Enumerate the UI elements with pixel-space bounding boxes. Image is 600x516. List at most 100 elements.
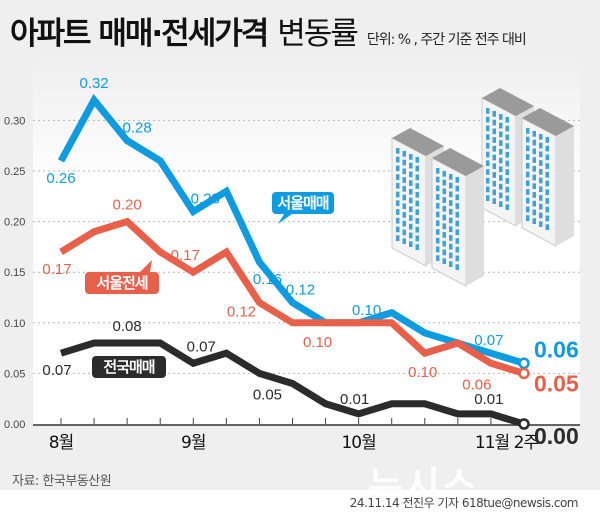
building-window — [526, 215, 530, 221]
building-window — [442, 249, 446, 256]
building-window — [449, 174, 453, 180]
building-window — [492, 180, 496, 187]
building-window — [455, 211, 459, 218]
building-window — [499, 148, 503, 155]
building-window — [499, 140, 503, 146]
building-window — [415, 174, 419, 181]
building-window — [532, 174, 536, 181]
building-window — [455, 177, 459, 183]
building-side — [556, 126, 574, 246]
building-window — [396, 191, 400, 198]
building-window — [499, 114, 503, 120]
building-window — [402, 185, 406, 192]
endpoint-marker — [518, 367, 530, 380]
building-window — [486, 169, 490, 175]
building-window — [396, 209, 400, 215]
building-window — [539, 186, 543, 193]
building-window — [409, 197, 413, 204]
building-window — [415, 226, 419, 233]
building-window — [442, 240, 446, 247]
building-window — [442, 223, 446, 230]
building-window — [409, 215, 413, 221]
building-window — [455, 185, 459, 192]
building-window — [396, 174, 400, 180]
data-label: 0.32 — [79, 75, 108, 92]
building-window — [402, 177, 406, 183]
building-window — [455, 203, 459, 209]
building-window — [526, 206, 530, 213]
building-window — [499, 183, 503, 190]
unit-note: 단위: % , 주간 기준 전주 대비 — [366, 32, 527, 48]
legend-label: 전국매매 — [103, 358, 154, 376]
chart-title: 아파트 매매·전세가격 — [10, 16, 269, 52]
building-window — [436, 246, 440, 253]
building-window — [396, 156, 400, 163]
building-window — [409, 162, 413, 169]
building-window — [526, 189, 530, 195]
building-window — [402, 168, 406, 175]
y-tick-label: 0.05 — [4, 368, 25, 380]
building-window — [409, 223, 413, 230]
building-window — [396, 165, 400, 172]
building-window — [436, 176, 440, 183]
building-window — [532, 183, 536, 190]
building-window — [499, 122, 503, 129]
building-window — [492, 128, 496, 135]
legend-label: 서울전세 — [96, 274, 147, 292]
building-window — [396, 148, 400, 154]
legend-swatch — [272, 192, 334, 214]
building-window — [492, 119, 496, 126]
building-window — [415, 218, 419, 224]
y-tick-label: 0.10 — [4, 318, 25, 330]
building-window — [505, 160, 509, 167]
building-window — [539, 212, 543, 219]
building-window — [436, 202, 440, 209]
building-window — [455, 238, 459, 244]
building-window — [436, 237, 440, 244]
building-window — [545, 224, 549, 230]
building-window — [449, 217, 453, 224]
building-window — [409, 232, 413, 239]
building-window — [545, 215, 549, 222]
building-window — [545, 189, 549, 196]
y-axis: 0.00 0.05 0.10 0.15 0.20 0.25 0.30 — [4, 115, 25, 431]
x-tick-label: 10월 — [341, 433, 375, 453]
building-window — [545, 154, 549, 161]
building-window — [455, 229, 459, 236]
building-window — [455, 255, 459, 262]
building-window — [409, 171, 413, 178]
building-window — [532, 209, 536, 216]
building-roof — [392, 128, 444, 156]
building-window — [486, 125, 490, 132]
building-window — [396, 217, 400, 224]
building-window — [486, 177, 490, 184]
building-window — [486, 160, 490, 167]
building-window — [402, 151, 406, 157]
building-window — [449, 182, 453, 189]
building-window — [415, 209, 419, 216]
building-window — [402, 194, 406, 201]
building-window — [442, 205, 446, 212]
building-window — [545, 145, 549, 152]
data-label: 0.17 — [42, 261, 71, 278]
building-window — [526, 128, 530, 134]
building-window — [526, 162, 530, 169]
building-window — [532, 165, 536, 172]
building-window — [409, 206, 413, 213]
chart-title-suffix: 변동률 — [277, 16, 359, 52]
data-label: 0.05 — [253, 386, 282, 403]
building-window — [532, 157, 536, 163]
building-window — [396, 226, 400, 233]
building-window — [449, 191, 453, 198]
building-window — [505, 169, 509, 176]
data-label: 0.07 — [474, 332, 503, 349]
building-window — [455, 264, 459, 270]
building-side — [466, 166, 484, 286]
building-window — [492, 145, 496, 152]
building-window — [545, 137, 549, 143]
building-window — [436, 255, 440, 261]
data-label: 0.10 — [303, 334, 332, 351]
final-value-label: 0.00 — [534, 423, 579, 449]
building-window — [539, 134, 543, 140]
series-line-2 — [59, 339, 526, 428]
